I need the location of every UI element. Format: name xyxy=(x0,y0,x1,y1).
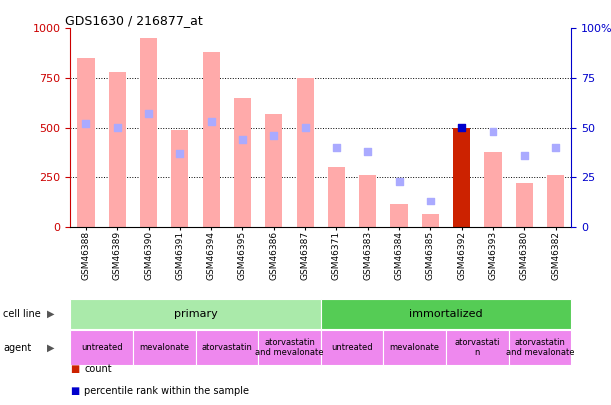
Text: mevalonate: mevalonate xyxy=(390,343,440,352)
Point xyxy=(238,136,247,143)
Point xyxy=(519,152,529,159)
Bar xyxy=(547,175,564,227)
Bar xyxy=(328,167,345,227)
Point xyxy=(551,144,560,151)
Text: atorvastatin: atorvastatin xyxy=(202,343,252,352)
Bar xyxy=(234,98,251,227)
Text: ■: ■ xyxy=(70,364,79,374)
Text: primary: primary xyxy=(174,309,218,319)
Text: ■: ■ xyxy=(70,386,79,396)
Point xyxy=(394,178,404,184)
Bar xyxy=(359,175,376,227)
Bar xyxy=(296,78,313,227)
Text: atorvastatin
and mevalonate: atorvastatin and mevalonate xyxy=(255,338,324,357)
Point xyxy=(207,118,216,125)
Bar xyxy=(203,52,220,227)
Point xyxy=(175,150,185,157)
Text: percentile rank within the sample: percentile rank within the sample xyxy=(84,386,249,396)
Text: agent: agent xyxy=(3,343,31,353)
Text: immortalized: immortalized xyxy=(409,309,483,319)
Bar xyxy=(265,114,282,227)
Text: ▶: ▶ xyxy=(47,343,54,353)
Point xyxy=(144,111,153,117)
Bar xyxy=(453,128,470,227)
Text: atorvastati
n: atorvastati n xyxy=(455,338,500,357)
Point xyxy=(300,124,310,131)
Bar xyxy=(485,152,502,227)
Point xyxy=(488,128,498,135)
Text: count: count xyxy=(84,364,112,374)
Text: mevalonate: mevalonate xyxy=(139,343,189,352)
Bar xyxy=(422,214,439,227)
Bar xyxy=(140,38,157,227)
Point xyxy=(332,144,342,151)
Bar xyxy=(171,130,188,227)
Text: ▶: ▶ xyxy=(47,309,54,319)
Bar xyxy=(109,72,126,227)
Point xyxy=(457,124,467,131)
Text: cell line: cell line xyxy=(3,309,41,319)
Text: untreated: untreated xyxy=(81,343,122,352)
Point xyxy=(269,132,279,139)
Bar xyxy=(390,204,408,227)
Point xyxy=(81,120,91,127)
Point xyxy=(363,148,373,155)
Bar xyxy=(78,58,95,227)
Text: GDS1630 / 216877_at: GDS1630 / 216877_at xyxy=(65,14,203,27)
Point xyxy=(112,124,122,131)
Bar xyxy=(516,183,533,227)
Point xyxy=(425,198,435,204)
Text: atorvastatin
and mevalonate: atorvastatin and mevalonate xyxy=(506,338,574,357)
Text: untreated: untreated xyxy=(331,343,373,352)
